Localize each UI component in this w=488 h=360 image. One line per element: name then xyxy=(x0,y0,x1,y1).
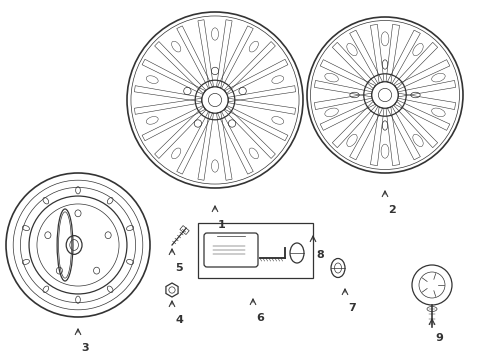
Text: 5: 5 xyxy=(175,263,182,273)
Text: 3: 3 xyxy=(81,343,88,353)
Text: 7: 7 xyxy=(347,303,355,313)
Text: 4: 4 xyxy=(175,315,183,325)
Text: 8: 8 xyxy=(315,250,323,260)
Text: 6: 6 xyxy=(256,313,264,323)
Text: 1: 1 xyxy=(218,220,225,230)
Text: 9: 9 xyxy=(434,333,442,343)
Bar xyxy=(198,223,312,278)
Text: 2: 2 xyxy=(387,205,395,215)
